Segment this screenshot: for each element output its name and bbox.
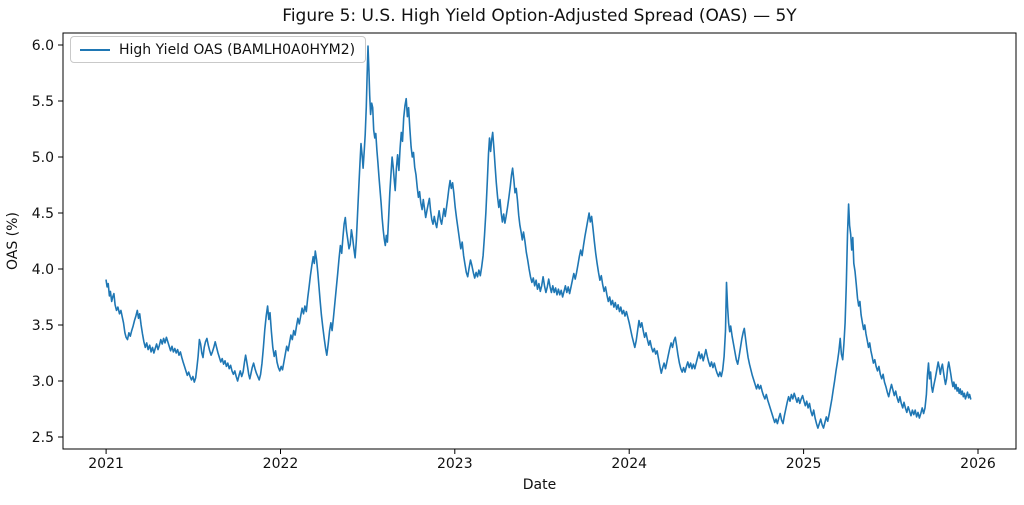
x-axis-label: Date [522,477,557,493]
data-line [105,45,972,429]
x-tick-label: 2021 [88,456,124,472]
y-tick-label: 4.5 [32,206,54,222]
x-tick-label: 2023 [437,456,473,472]
x-tick-label: 2024 [611,456,647,472]
y-tick-label: 4.0 [32,262,54,278]
figure-title: Figure 5: U.S. High Yield Option-Adjuste… [282,6,797,26]
y-tick-label: 6.0 [32,38,54,54]
x-tick-label: 2026 [960,456,996,472]
y-tick-label: 3.0 [32,374,54,390]
legend-label: High Yield OAS (BAMLH0A0HYM2) [119,41,356,58]
y-tick-label: 5.5 [32,94,54,110]
y-tick-label: 3.5 [32,318,54,334]
legend-line-swatch [80,48,110,51]
plot-frame [62,32,1017,450]
x-tick-label: 2022 [263,456,299,472]
y-tick-label: 5.0 [32,150,54,166]
x-tick-label: 2025 [786,456,822,472]
y-axis-label: OAS (%) [5,212,21,270]
y-tick-label: 2.5 [32,430,54,446]
legend: High Yield OAS (BAMLH0A0HYM2) [70,36,367,63]
